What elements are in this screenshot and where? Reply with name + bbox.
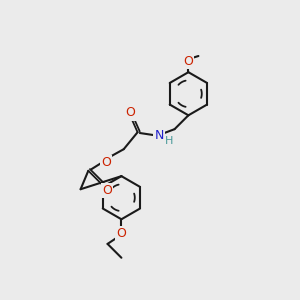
Text: O: O [101, 156, 111, 169]
Text: H: H [165, 136, 173, 146]
Text: O: O [125, 106, 135, 119]
Text: N: N [154, 129, 164, 142]
Text: O: O [184, 55, 193, 68]
Text: O: O [116, 226, 126, 240]
Text: O: O [102, 184, 112, 196]
